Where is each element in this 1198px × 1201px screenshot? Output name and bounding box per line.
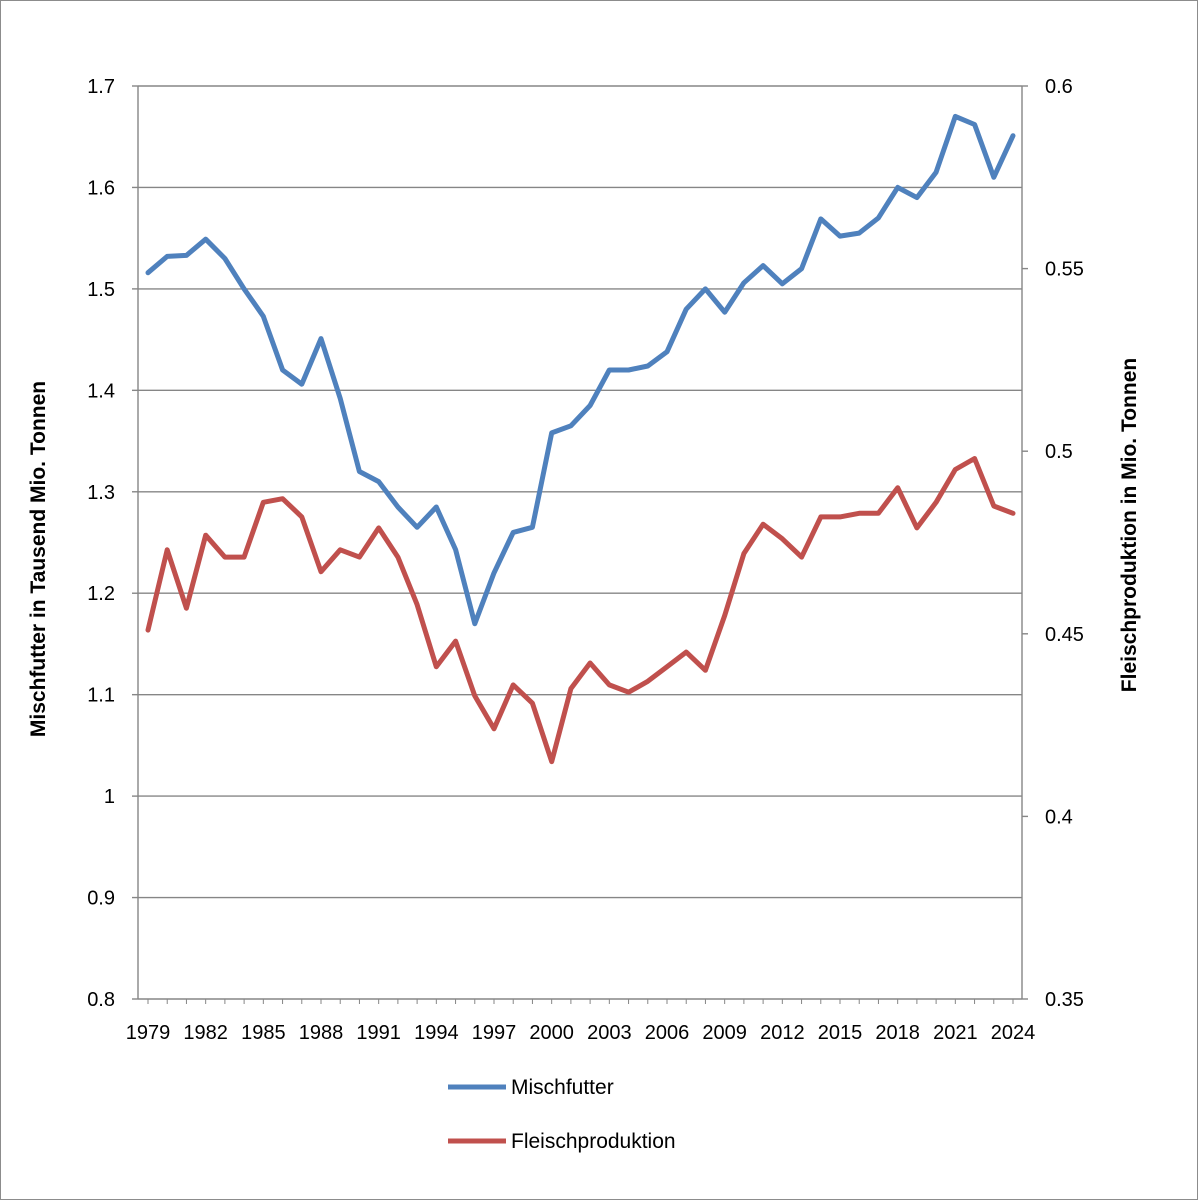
left-y-tick-label: 0.9 [87,888,115,910]
right-y-tick-label: 0.6 [1045,76,1073,98]
x-tick-label: 2000 [529,1022,574,1044]
left-y-tick-label: 1.6 [87,177,115,199]
left-y-tick-label: 1.1 [87,685,115,707]
x-tick-label: 2012 [760,1022,805,1044]
legend-label-mischfutter: Mischfutter [511,1076,614,1099]
x-tick-label: 1982 [183,1022,228,1044]
x-tick-label: 2006 [645,1022,690,1044]
gridlines [138,85,1022,899]
right-y-tick-label: 0.4 [1045,806,1073,828]
left-y-tick-label: 1 [104,786,115,808]
x-tick-label: 1997 [472,1022,517,1044]
right-y-tick-label: 0.35 [1045,989,1084,1011]
right-y-tick-labels: 0.35 0.4 0.45 0.5 0.55 0.6 [1045,76,1084,1011]
x-tick-label: 2018 [875,1022,920,1044]
left-y-tick-label: 1.5 [87,279,115,301]
right-y-tick-label: 0.5 [1045,441,1073,463]
x-tick-label: 1994 [414,1022,459,1044]
left-y-tick-label: 1.2 [87,583,115,605]
x-tick-labels: 1979 1982 1985 1988 1991 1994 1997 2000 2003 2006… [126,1022,1036,1044]
x-tick-label: 2003 [587,1022,632,1044]
x-tick-label: 1979 [126,1022,171,1044]
left-y-tick-label: 0.8 [87,989,115,1011]
left-y-tick-labels: 0.8 0.9 1 1.1 1.2 1.3 1.4 1.5 1.6 1.7 [87,76,115,1011]
left-y-tick-label: 1.4 [87,380,115,402]
left-y-axis-title: Mischfutter in Tausend Mio. Tonnen [27,381,50,737]
x-tick-label: 1985 [241,1022,286,1044]
series-line-fleischproduktion [145,456,1016,765]
series-lines [145,113,1016,765]
legend: Mischfutter Fleischproduktion [448,1076,676,1153]
x-tick-label: 2015 [818,1022,863,1044]
right-y-tick-label: 0.45 [1045,624,1084,646]
x-tick-label: 2021 [933,1022,978,1044]
right-y-axis-title: Fleischproduktion in Mio. Tonnen [1118,358,1141,692]
x-tick-label: 1988 [299,1022,344,1044]
legend-label-fleischproduktion: Fleischproduktion [511,1130,676,1153]
right-y-tick-label: 0.55 [1045,259,1084,281]
x-tick-label: 2009 [702,1022,747,1044]
axes [132,85,1028,1004]
x-tick-label: 1991 [356,1022,401,1044]
x-tick-label: 2024 [991,1022,1036,1044]
left-y-tick-label: 1.3 [87,482,115,504]
series-line-mischfutter [145,113,1016,627]
left-y-tick-label: 1.7 [87,76,115,98]
